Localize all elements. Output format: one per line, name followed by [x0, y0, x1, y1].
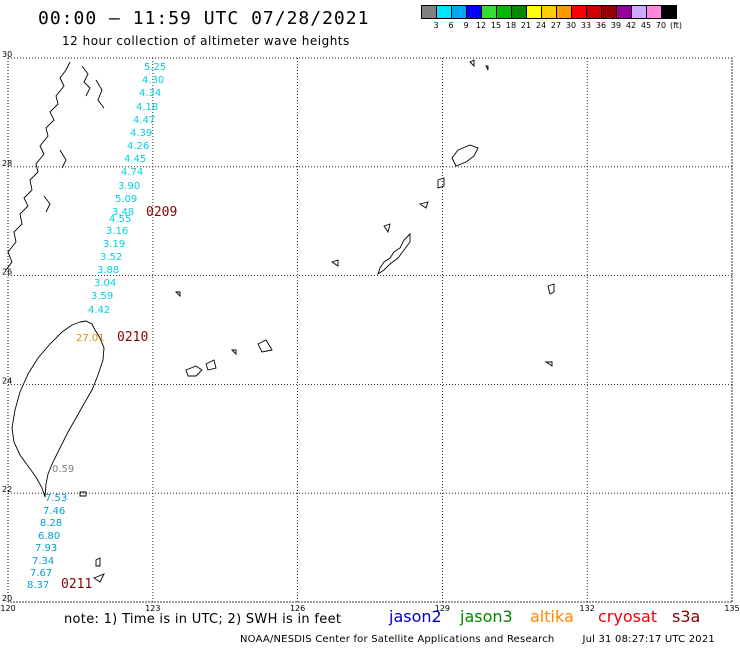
wave-height-label: 0.59	[52, 464, 74, 475]
credit-text: NOAA/NESDIS Center for Satellite Applica…	[240, 634, 555, 645]
wave-height-label: 3.90	[118, 181, 140, 192]
scale-label: 45	[640, 21, 652, 30]
scale-label: 33	[580, 21, 592, 30]
wave-height-label: 3.16	[106, 226, 128, 237]
scale-label: 30	[565, 21, 577, 30]
pass-time-label: 0209	[146, 205, 177, 220]
axis-labels: 120 123 126 129 132 135 30 28 26 24 22 20	[0, 50, 739, 613]
color-scale-bar	[421, 5, 677, 19]
scale-label: 6	[448, 21, 454, 30]
satellite-cryosat: cryosat	[598, 607, 658, 626]
scale-label: 70	[655, 21, 667, 30]
china-coastline	[5, 61, 71, 271]
scale-label: 24	[535, 21, 547, 30]
wave-height-label: 4.26	[127, 141, 149, 152]
wave-height-label: 3.48	[112, 207, 134, 218]
scale-label: 15	[490, 21, 502, 30]
wave-height-label: 6.80	[38, 531, 60, 542]
scale-label: 21	[520, 21, 532, 30]
wave-height-label: 4.30	[142, 75, 164, 86]
wave-height-label: 4.34	[139, 88, 161, 99]
lat-tick-label: 22	[2, 485, 12, 494]
scale-label: 27	[550, 21, 562, 30]
wave-height-label: 3.04	[94, 278, 116, 289]
credit-timestamp: Jul 31 08:27:17 UTC 2021	[582, 634, 715, 645]
wave-height-label: 4.55	[109, 214, 131, 225]
wave-height-label: 3.52	[100, 252, 122, 263]
coastlines	[5, 59, 555, 583]
header-subtitle: 12 hour collection of altimeter wave hei…	[62, 34, 350, 48]
lon-tick-label: 132	[580, 604, 595, 613]
wave-height-label: 3.88	[97, 265, 119, 276]
wave-height-label: 8.28	[40, 518, 62, 529]
scale-swatch	[661, 5, 677, 19]
scale-label: 9	[463, 21, 469, 30]
scale-label: 39	[610, 21, 622, 30]
footer-credit: NOAA/NESDIS Center for Satellite Applica…	[240, 634, 715, 645]
lon-tick-label: 126	[290, 604, 305, 613]
wave-height-label: 5.25	[144, 62, 166, 73]
footer-note: note: 1) Time is in UTC; 2) SWH is in fe…	[64, 612, 342, 627]
wave-height-label: 4.18	[136, 102, 158, 113]
wave-height-label: 4.74	[121, 167, 143, 178]
wave-height-label: 4.39	[130, 128, 152, 139]
wave-height-label: 27.01	[76, 333, 105, 344]
wave-height-label: 7.34	[32, 556, 54, 567]
lon-tick-label: 129	[435, 604, 450, 613]
lat-tick-label: 30	[2, 50, 12, 59]
lon-tick-label: 123	[145, 604, 160, 613]
lat-tick-label: 28	[2, 159, 12, 168]
pass-time-label: 0210	[117, 330, 148, 345]
scale-label: 36	[595, 21, 607, 30]
wave-height-label: 3.59	[91, 291, 113, 302]
altimeter-track-labels: 5.25 4.30 4.34 4.18 4.47 4.39 4.26 4.45 4.74 3.90…	[27, 62, 177, 592]
satellite-jason2: jason2	[389, 607, 442, 626]
satellite-s3a: s3a	[672, 607, 701, 626]
scale-label: 42	[625, 21, 637, 30]
map-grid	[7, 57, 733, 603]
lat-tick-label: 20	[2, 594, 12, 603]
wave-height-label: 4.45	[124, 154, 146, 165]
wave-height-label: 3.19	[103, 239, 125, 250]
lat-tick-label: 24	[2, 376, 12, 385]
scale-label: (ft)	[669, 21, 683, 30]
scale-label: 12	[475, 21, 487, 30]
map-frame	[7, 57, 733, 603]
lon-tick-label: 120	[0, 604, 15, 613]
pass-time-label: 0211	[61, 577, 92, 592]
wave-height-label: 7.93	[35, 543, 57, 554]
wave-height-label: 8.37	[27, 580, 49, 591]
header-title: 00:00 – 11:59 UTC 07/28/2021	[38, 8, 370, 29]
satellite-jason3: jason3	[460, 607, 513, 626]
wave-height-label: 7.67	[30, 568, 52, 579]
wave-height-label: 4.47	[133, 115, 155, 126]
wave-height-label: 7.53	[45, 493, 67, 504]
okinawa-coastline	[377, 232, 411, 276]
satellite-altika: altika	[530, 607, 574, 626]
lon-tick-label: 135	[724, 604, 739, 613]
wave-height-label: 5.09	[115, 194, 137, 205]
taiwan-coastline	[11, 320, 105, 498]
wave-height-label: 4.42	[88, 305, 110, 316]
scale-label: 3	[433, 21, 439, 30]
scale-label: 18	[505, 21, 517, 30]
wave-height-label: 7.46	[43, 506, 65, 517]
lat-tick-label: 26	[2, 268, 12, 277]
